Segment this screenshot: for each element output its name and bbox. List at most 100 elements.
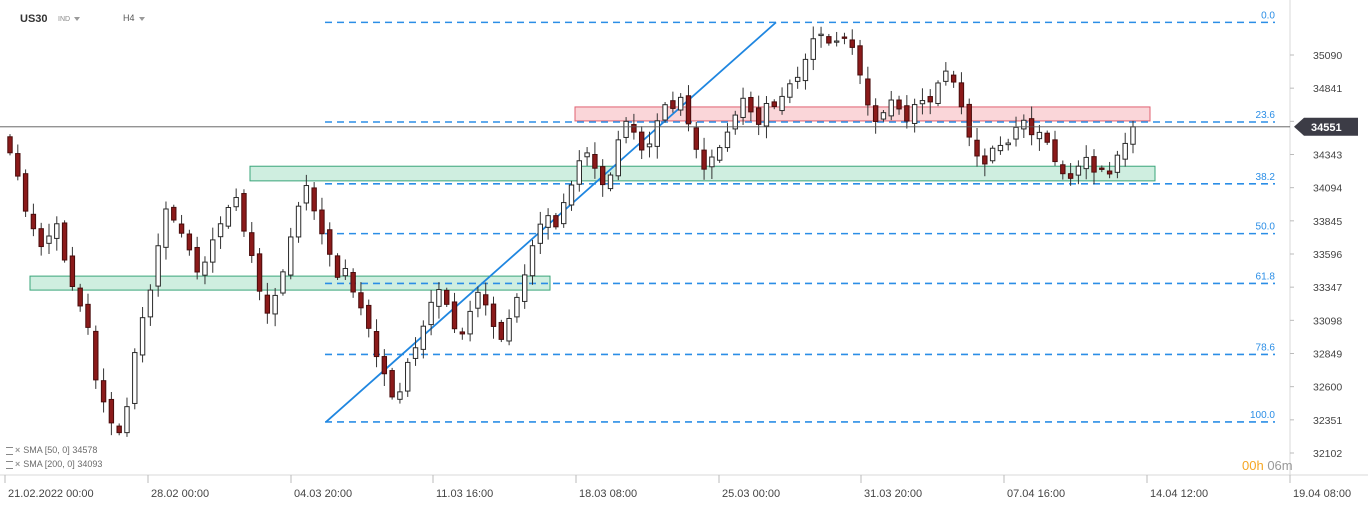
- candle-body[interactable]: [997, 144, 1004, 152]
- candle-body[interactable]: [397, 391, 403, 400]
- candle-body[interactable]: [311, 187, 317, 212]
- candle-body[interactable]: [631, 124, 637, 133]
- candle-body[interactable]: [553, 215, 559, 228]
- candle-body[interactable]: [662, 104, 668, 121]
- candle-body[interactable]: [334, 255, 341, 278]
- trendline[interactable]: [325, 21, 777, 423]
- candle-body[interactable]: [459, 331, 466, 335]
- candle-body[interactable]: [615, 139, 621, 177]
- candle-body[interactable]: [935, 82, 941, 104]
- candle-body[interactable]: [217, 223, 224, 238]
- sma-200-legend[interactable]: × SMA [200, 0] 34093: [6, 459, 102, 469]
- candle-body[interactable]: [599, 166, 606, 186]
- candle-body[interactable]: [506, 317, 512, 342]
- candle-body[interactable]: [716, 147, 723, 161]
- list-icon[interactable]: [6, 446, 13, 455]
- candle-body[interactable]: [943, 70, 949, 82]
- candle-body[interactable]: [233, 197, 239, 208]
- candle-body[interactable]: [865, 78, 871, 106]
- candle-body[interactable]: [85, 303, 91, 328]
- candle-body[interactable]: [467, 310, 473, 335]
- candle-body[interactable]: [685, 95, 692, 125]
- candle-body[interactable]: [1060, 164, 1066, 175]
- candle-body[interactable]: [202, 261, 208, 276]
- candle-body[interactable]: [163, 208, 169, 248]
- candle-body[interactable]: [319, 209, 325, 235]
- candle-body[interactable]: [1099, 167, 1105, 170]
- candle-body[interactable]: [420, 325, 427, 350]
- candle-body[interactable]: [1005, 142, 1011, 146]
- candle-body[interactable]: [584, 152, 590, 158]
- candle-body[interactable]: [966, 103, 972, 138]
- candle-body[interactable]: [7, 136, 13, 154]
- candle-body[interactable]: [810, 38, 816, 60]
- candle-body[interactable]: [15, 153, 21, 177]
- candle-body[interactable]: [818, 33, 824, 37]
- candle-body[interactable]: [38, 228, 44, 248]
- candle-body[interactable]: [1044, 132, 1050, 143]
- chevron-down-icon[interactable]: [74, 17, 81, 22]
- candle-body[interactable]: [490, 303, 497, 327]
- candle-body[interactable]: [381, 356, 388, 375]
- candle-body[interactable]: [405, 361, 411, 392]
- candle-body[interactable]: [147, 289, 154, 318]
- candle-body[interactable]: [755, 107, 762, 125]
- candle-body[interactable]: [514, 296, 520, 318]
- indicator-tag[interactable]: IND: [58, 16, 81, 23]
- candle-body[interactable]: [132, 352, 138, 404]
- candle-body[interactable]: [787, 83, 793, 98]
- candle-body[interactable]: [327, 229, 333, 255]
- candle-body[interactable]: [896, 99, 902, 110]
- candle-body[interactable]: [763, 102, 770, 127]
- candle-body[interactable]: [256, 253, 263, 292]
- candle-body[interactable]: [794, 76, 801, 82]
- candle-body[interactable]: [342, 268, 349, 277]
- candle-body[interactable]: [1075, 165, 1082, 176]
- candle-body[interactable]: [1036, 131, 1043, 140]
- candle-body[interactable]: [670, 100, 676, 109]
- candle-body[interactable]: [638, 131, 645, 151]
- candle-body[interactable]: [303, 185, 310, 204]
- candle-body[interactable]: [288, 236, 294, 276]
- candle-body[interactable]: [568, 184, 575, 206]
- candle-body[interactable]: [880, 112, 887, 120]
- candle-body[interactable]: [139, 317, 146, 356]
- candle-body[interactable]: [927, 96, 933, 103]
- candle-body[interactable]: [210, 239, 216, 263]
- candle-body[interactable]: [919, 100, 926, 105]
- candle-body[interactable]: [373, 331, 380, 358]
- candle-body[interactable]: [1106, 170, 1113, 175]
- candle-body[interactable]: [748, 96, 754, 113]
- candle-body[interactable]: [295, 205, 302, 238]
- candle-body[interactable]: [93, 330, 99, 381]
- candle-body[interactable]: [522, 274, 528, 302]
- candle-body[interactable]: [241, 193, 247, 232]
- candle-body[interactable]: [872, 105, 879, 122]
- candle-body[interactable]: [576, 160, 582, 185]
- candle-body[interactable]: [280, 271, 286, 294]
- candle-body[interactable]: [857, 45, 863, 76]
- candle-body[interactable]: [272, 294, 278, 315]
- candle-body[interactable]: [646, 143, 653, 148]
- candle-body[interactable]: [974, 139, 980, 157]
- candle-body[interactable]: [740, 97, 746, 118]
- candle-body[interactable]: [958, 82, 965, 108]
- candle-body[interactable]: [22, 173, 29, 212]
- candle-body[interactable]: [607, 174, 614, 190]
- candle-body[interactable]: [545, 215, 551, 228]
- candle-body[interactable]: [350, 272, 356, 293]
- candle-body[interactable]: [732, 114, 738, 130]
- candle-body[interactable]: [61, 222, 68, 261]
- candle-body[interactable]: [444, 289, 450, 305]
- candle-body[interactable]: [833, 40, 840, 43]
- candle-body[interactable]: [116, 425, 122, 434]
- candle-body[interactable]: [677, 96, 684, 111]
- candle-body[interactable]: [1122, 142, 1128, 160]
- candle-body[interactable]: [475, 291, 481, 309]
- candle-body[interactable]: [841, 36, 848, 39]
- candle-body[interactable]: [529, 245, 536, 277]
- candle-body[interactable]: [1091, 156, 1097, 173]
- candle-body[interactable]: [108, 398, 115, 424]
